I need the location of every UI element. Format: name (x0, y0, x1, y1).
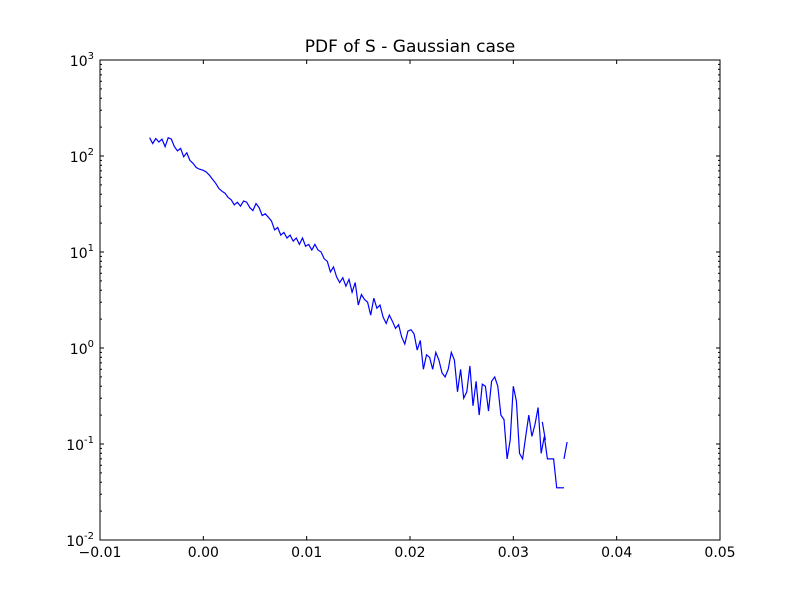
y-tick-base: 10 (66, 534, 84, 550)
y-tick-label: 101 (70, 243, 94, 262)
y-tick-base: 10 (70, 54, 88, 70)
x-tick-label: 0.05 (704, 545, 735, 561)
series-line (149, 136, 560, 489)
y-tick-base: 10 (70, 246, 88, 262)
series-line (541, 421, 546, 441)
y-tick-exponent: 0 (88, 339, 94, 350)
ticks-layer: −0.01 0.00 0.01 0.02 0.03 0.04 0.0510-210-1100… (66, 51, 735, 561)
y-tick-exponent: 3 (88, 51, 94, 62)
x-tick-label: 0.04 (601, 545, 632, 561)
x-tick-label: 0.03 (498, 545, 529, 561)
y-tick-base: 10 (66, 438, 84, 454)
y-tick-exponent: 1 (88, 243, 94, 254)
y-tick-label: 102 (70, 147, 94, 166)
series-layer (149, 136, 568, 489)
y-tick-label: 103 (70, 51, 94, 70)
chart-title: PDF of S - Gaussian case (305, 37, 516, 57)
x-tick-label: 0.02 (394, 545, 425, 561)
x-tick-label: 0.01 (291, 545, 322, 561)
y-tick-exponent: -2 (84, 531, 94, 542)
y-tick-exponent: 2 (88, 147, 94, 158)
axes-frame (99, 59, 721, 541)
y-tick-label: 10-2 (66, 531, 94, 550)
y-tick-base: 10 (70, 342, 88, 358)
y-tick-label: 100 (70, 339, 94, 358)
plot-area (100, 60, 720, 540)
plot-background (100, 60, 720, 540)
y-tick-label: 10-1 (66, 435, 94, 454)
x-tick-label: −0.01 (79, 545, 122, 561)
x-tick-label: 0.00 (188, 545, 219, 561)
y-tick-exponent: -1 (84, 435, 94, 446)
series-line (563, 441, 568, 460)
y-tick-base: 10 (70, 150, 88, 166)
